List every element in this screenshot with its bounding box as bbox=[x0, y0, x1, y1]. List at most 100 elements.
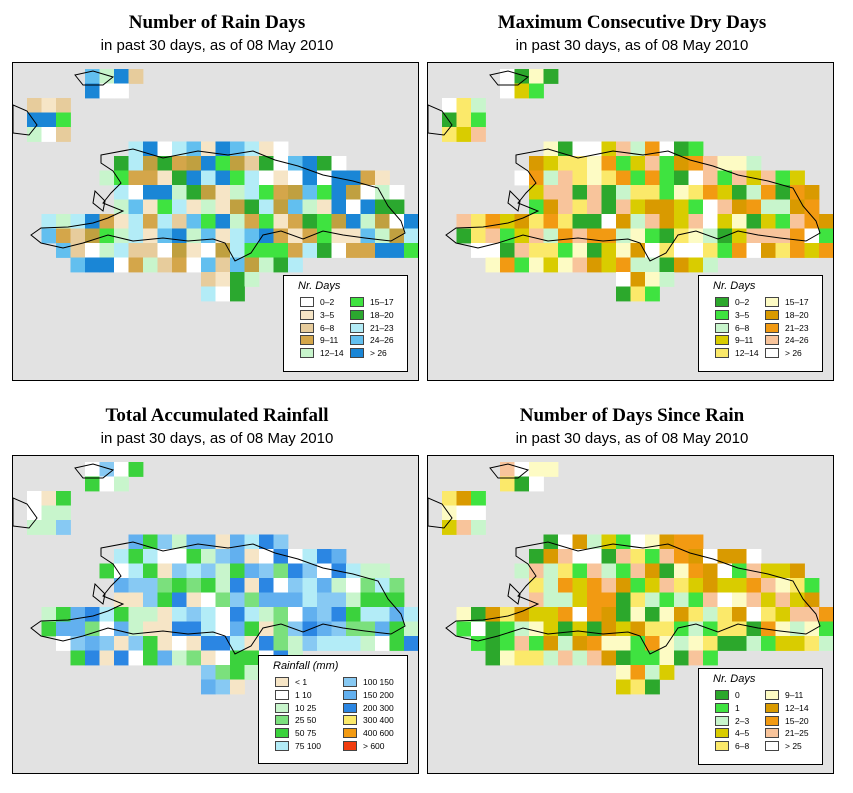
grid-cell bbox=[85, 257, 100, 273]
grid-cell bbox=[529, 476, 544, 492]
grid-cell bbox=[99, 243, 115, 258]
grid-cell bbox=[775, 636, 791, 651]
grid-cell bbox=[674, 257, 689, 273]
grid-cell bbox=[659, 199, 675, 215]
grid-cell bbox=[244, 214, 260, 229]
grid-cell bbox=[572, 214, 588, 229]
legend-label: > 600 bbox=[363, 741, 385, 751]
legend-label: 3–5 bbox=[735, 309, 750, 320]
legend-swatch bbox=[765, 715, 779, 726]
legend-title: Nr. Days bbox=[713, 673, 756, 685]
legend-swatch bbox=[350, 322, 364, 333]
grid-cell bbox=[761, 243, 776, 258]
grid-cell bbox=[186, 185, 202, 200]
grid-cell bbox=[732, 636, 747, 651]
grid-cell bbox=[601, 563, 617, 579]
grid-cell bbox=[529, 578, 544, 593]
grid-cell bbox=[572, 607, 588, 622]
grid-cell bbox=[601, 636, 617, 651]
grid-cell bbox=[244, 621, 260, 637]
grid-cell bbox=[572, 650, 588, 666]
grid-cell bbox=[346, 592, 361, 608]
legend-swatch bbox=[275, 702, 289, 713]
grid-cell bbox=[688, 199, 704, 215]
grid-cell bbox=[616, 214, 631, 229]
legend-label: 50 75 bbox=[295, 728, 317, 739]
grid-cell bbox=[790, 563, 805, 579]
grid-cell bbox=[375, 228, 390, 244]
grid-cell bbox=[143, 578, 158, 593]
grid-cell bbox=[56, 228, 71, 244]
grid-cell bbox=[674, 228, 689, 244]
legend-title: Nr. Days bbox=[713, 280, 756, 292]
grid-cell bbox=[244, 199, 260, 215]
grid-cell bbox=[485, 650, 501, 666]
grid-cell bbox=[85, 476, 100, 492]
legend-label: 9–11 bbox=[320, 335, 339, 346]
legend-label: > 26 bbox=[370, 348, 387, 359]
grid-cell bbox=[99, 563, 115, 579]
grid-cell bbox=[41, 98, 57, 113]
grid-cell bbox=[674, 607, 689, 622]
grid-cell bbox=[172, 228, 187, 244]
legend-label: 9–11 bbox=[735, 335, 754, 346]
grid-cell bbox=[514, 650, 530, 666]
grid-cell bbox=[645, 592, 660, 608]
grid-cell bbox=[114, 621, 129, 637]
grid-cell bbox=[630, 592, 646, 608]
grid-cell bbox=[128, 69, 144, 84]
grid-cell bbox=[703, 563, 718, 579]
grid-cell bbox=[389, 578, 405, 593]
grid-cell bbox=[244, 607, 260, 622]
grid-cell bbox=[244, 141, 260, 157]
grid-cell bbox=[230, 272, 245, 287]
grid-cell bbox=[114, 214, 129, 229]
grid-cell bbox=[500, 607, 515, 622]
grid-cell bbox=[572, 257, 588, 273]
grid-cell bbox=[389, 214, 405, 229]
grid-cell bbox=[761, 214, 776, 229]
grid-cell bbox=[128, 592, 144, 608]
grid-cell bbox=[804, 621, 820, 637]
grid-cell bbox=[85, 69, 100, 84]
grid-cell bbox=[674, 563, 689, 579]
grid-cell bbox=[172, 170, 187, 186]
grid-cell bbox=[587, 243, 602, 258]
grid-cell bbox=[331, 156, 347, 171]
grid-cell bbox=[128, 141, 144, 157]
grid-cell bbox=[572, 549, 588, 564]
grid-cell bbox=[746, 621, 762, 637]
legend-swatch bbox=[765, 348, 779, 359]
grid-cell bbox=[456, 98, 472, 113]
grid-cell bbox=[288, 592, 303, 608]
grid-cell bbox=[572, 170, 588, 186]
grid-cell bbox=[616, 286, 631, 302]
grid-cell bbox=[529, 636, 544, 651]
grid-cell bbox=[674, 636, 689, 651]
grid-cell bbox=[186, 170, 202, 186]
grid-cell bbox=[41, 607, 57, 622]
grid-cell bbox=[543, 141, 559, 157]
grid-cell bbox=[746, 156, 762, 171]
grid-cell bbox=[775, 185, 791, 200]
grid-cell bbox=[114, 228, 129, 244]
grid-cell bbox=[572, 185, 588, 200]
grid-cell bbox=[746, 228, 762, 244]
grid-cell bbox=[259, 141, 274, 157]
panel-subtitle: in past 30 days, as of 08 May 2010 bbox=[515, 430, 749, 447]
grid-cell bbox=[215, 563, 231, 579]
grid-cell bbox=[630, 286, 646, 302]
grid-cell bbox=[587, 578, 602, 593]
coastline bbox=[74, 463, 115, 479]
grid-cell bbox=[331, 243, 347, 258]
grid-cell bbox=[157, 214, 173, 229]
legend-label: 0–2 bbox=[735, 297, 750, 307]
grid-cell bbox=[230, 621, 245, 637]
grid-cell bbox=[659, 228, 675, 244]
grid-cell bbox=[746, 185, 762, 200]
grid-cell bbox=[201, 156, 216, 171]
grid-cell bbox=[442, 98, 457, 113]
grid-cell bbox=[215, 636, 231, 651]
grid-cell bbox=[587, 650, 602, 666]
grid-cell bbox=[543, 156, 559, 171]
